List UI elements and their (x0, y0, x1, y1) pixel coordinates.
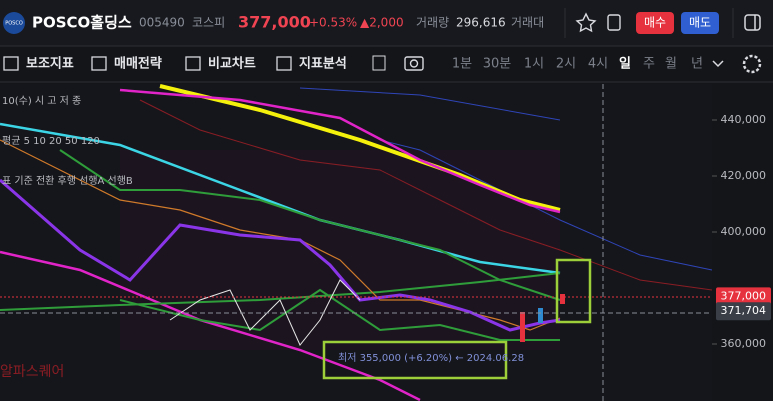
settings-button[interactable] (742, 54, 762, 74)
ma-line (119, 88, 561, 214)
toolbar-bg (0, 46, 773, 82)
tool-button[interactable]: 보조지표 (26, 57, 74, 72)
change-pct: +0.53% (309, 16, 357, 30)
sell-button[interactable] (681, 12, 719, 34)
low-annotation: 최저 355,000 (+6.20%) ← 2024.06.28 (338, 352, 524, 364)
legend: 10(수) 시 고 저 종평균 5 10 20 50 120 표 기준 전환 후행… (2, 95, 133, 187)
period-button[interactable]: 일 (619, 57, 631, 72)
tool-button[interactable]: 지표분석 (299, 57, 347, 72)
period-button[interactable]: 1분 (452, 57, 472, 72)
favorite-button[interactable] (575, 12, 597, 33)
highlight-box (555, 258, 592, 324)
period-button[interactable]: 월 (665, 57, 677, 72)
cloud-line (299, 87, 561, 121)
candle-type-button[interactable] (372, 55, 386, 71)
y-tick-label: 360,000 (721, 337, 767, 350)
sell-label: 매도 (689, 16, 711, 30)
market: 코스피 (192, 16, 225, 30)
ma-line (0, 139, 561, 331)
buy-button[interactable] (636, 12, 674, 34)
logo-text: POSCO (5, 21, 23, 27)
tool-icon (91, 56, 107, 71)
lag-line (139, 99, 713, 291)
period-button[interactable]: 주 (643, 57, 655, 72)
volume: 296,616 (456, 16, 506, 30)
period-button[interactable]: 2시 (556, 57, 576, 72)
bollinger (119, 288, 560, 341)
candle (520, 312, 525, 342)
bollinger (59, 149, 561, 301)
y-tick-label: 400,000 (721, 225, 767, 238)
tool-button[interactable]: 매매전략 (114, 56, 162, 72)
price-tag-label: 377,000 (721, 289, 767, 302)
tool-icon (276, 56, 292, 71)
ma-line (159, 84, 561, 212)
legend-text: 표 기준 전환 후행 선행A 선행B (2, 175, 133, 187)
y-axis: 360,000 400,000 420,000 440,000 377,000 371,7… (712, 113, 771, 350)
ma-line (0, 272, 561, 311)
logo (3, 12, 25, 34)
candle (560, 294, 565, 304)
y-tick-label: 420,000 (721, 169, 767, 182)
period-button[interactable]: 30분 (483, 57, 512, 72)
tool-button[interactable]: 비교차트 (208, 56, 256, 72)
change: ▲2,000 (360, 16, 404, 30)
price-line (0, 178, 561, 332)
period-button[interactable]: 년 (691, 57, 703, 72)
memo-button[interactable] (607, 14, 621, 31)
price: 377,000 (238, 13, 311, 32)
tool-icon (185, 56, 201, 71)
period-button[interactable]: 4시 (588, 57, 608, 72)
snapshot-button[interactable] (404, 56, 424, 71)
cloud-area (120, 150, 560, 350)
period-button[interactable]: 1시 (524, 57, 544, 72)
volume-label: 거래량 (416, 16, 449, 30)
y-tick-label: 440,000 (721, 113, 767, 126)
stock-code: 005490 (139, 16, 185, 30)
legend-text: 평균 5 10 20 50 120 (2, 135, 100, 147)
highlight-box (322, 340, 508, 380)
stock-name: POSCO홀딩스 (32, 14, 132, 32)
band-line (0, 250, 421, 401)
panel-button[interactable] (744, 14, 761, 31)
candle (538, 308, 543, 323)
watermark: 알파스퀘어 (0, 364, 64, 380)
price-tag-label: 371,704 (721, 304, 767, 317)
more-periods[interactable] (712, 60, 724, 68)
plot (0, 84, 713, 401)
price-tag (716, 302, 771, 321)
toolbar: 보조지표 매매전략 비교차트 지표분석 1분 30분 1시 2시 4시 일 주 월 년 (3, 56, 703, 72)
tool-icon (3, 56, 19, 71)
buy-label: 매수 (644, 16, 666, 30)
price-tag (716, 287, 771, 306)
amount-label: 거래대 (511, 16, 544, 30)
price-axis (712, 84, 773, 401)
legend-text: 10(수) 시 고 저 종 (2, 95, 81, 107)
snapshot-icon (409, 59, 419, 68)
